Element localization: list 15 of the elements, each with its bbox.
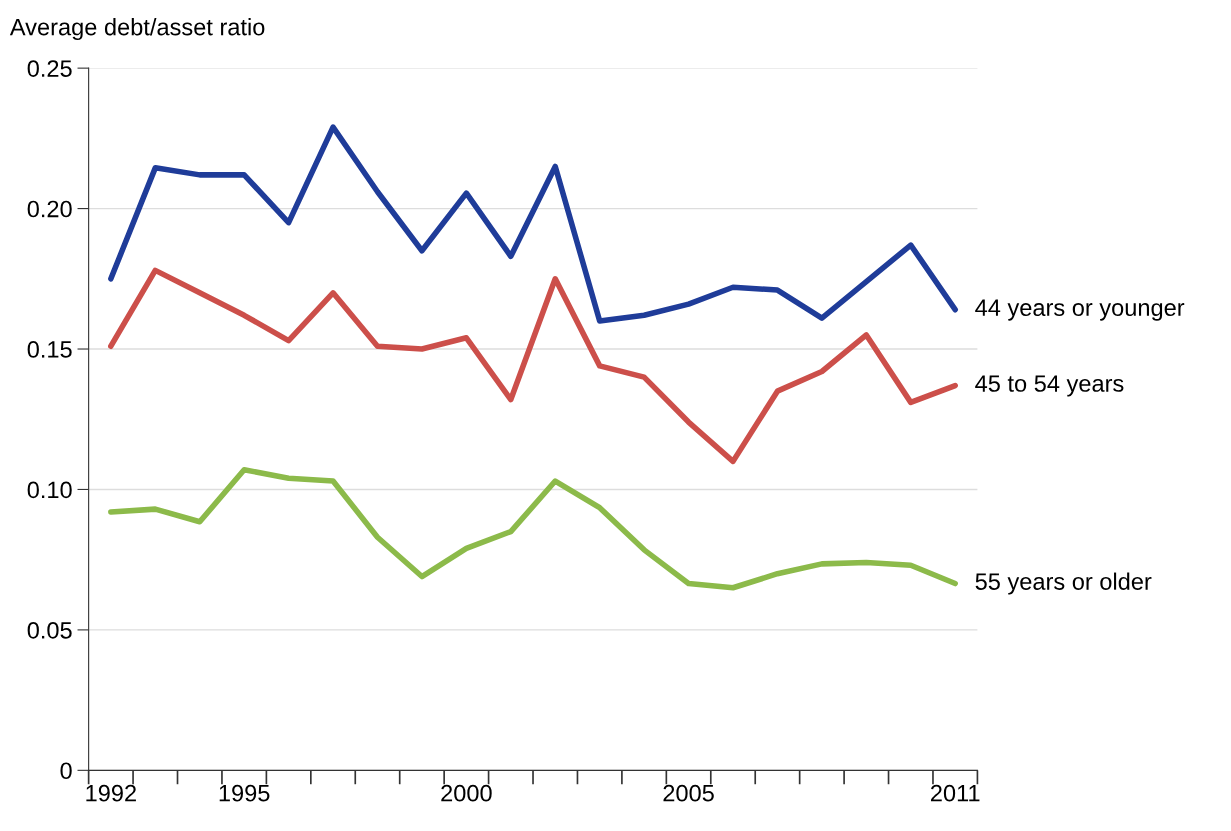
y-tick-label: 0.10 [27, 481, 72, 499]
series-label: 45 to 54 years [975, 375, 1124, 397]
x-tick-label: 2011 [930, 784, 980, 802]
y-tick-label: 0.05 [27, 621, 72, 639]
series-label: 44 years or younger [975, 299, 1185, 321]
x-tick-label: 1995 [219, 784, 270, 802]
y-tick-label: 0.15 [27, 341, 72, 358]
y-tick-label: 0.25 [27, 60, 72, 77]
x-tick-label: 1992 [86, 784, 136, 802]
x-tick-label: 2005 [663, 784, 714, 802]
x-tick-label: 2000 [441, 784, 492, 802]
series-label: 55 years or older [975, 572, 1152, 595]
y-axis-title: Average debt/asset ratio [9, 18, 265, 41]
y-tick-label: 0.20 [27, 200, 72, 218]
y-tick-label: 0 [60, 762, 72, 780]
